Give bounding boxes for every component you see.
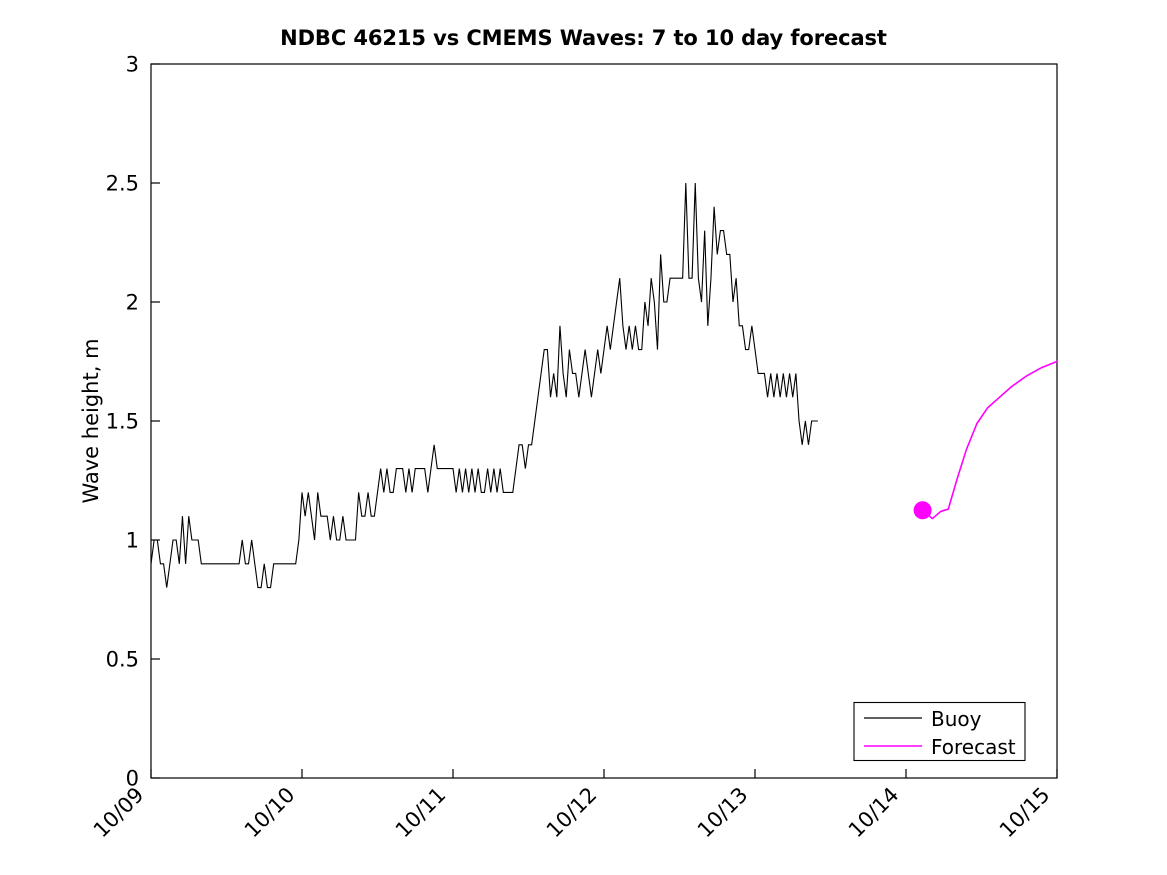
x-tick-label: 10/10	[240, 783, 300, 843]
y-tick-label: 1.5	[106, 410, 139, 434]
y-tick-label: 2.5	[106, 172, 139, 196]
y-tick-label: 0.5	[106, 648, 139, 672]
legend-label-buoy: Buoy	[931, 707, 982, 731]
y-tick-label: 1	[126, 529, 139, 553]
plot-frame	[150, 63, 1058, 779]
x-tick-label: 10/09	[89, 783, 149, 843]
x-tick-label: 10/15	[995, 783, 1055, 843]
y-axis-title: Wave height, m	[79, 338, 103, 503]
y-tick-label: 2	[126, 291, 139, 315]
chart-legend: Buoy Forecast	[853, 701, 1026, 762]
y-tick-label: 3	[126, 53, 139, 77]
data-series-layer	[150, 182, 1058, 589]
series-line-forecast	[921, 360, 1058, 520]
x-tick-label: 10/12	[542, 783, 602, 843]
legend-box	[853, 701, 1026, 762]
page-title: NDBC 46215 vs CMEMS Waves: 7 to 10 day f…	[280, 26, 887, 50]
series-line-buoy	[150, 182, 818, 589]
y-tick-label: 0	[126, 767, 139, 791]
y-axis-ticks: 0 0.5 1 1.5 2 2.5 3	[106, 53, 160, 791]
x-axis-ticks: 10/09 10/10 10/11 10/12 10/13 10/14 10/15	[89, 769, 1058, 843]
forecast-start-marker	[913, 501, 932, 520]
legend-label-forecast: Forecast	[931, 735, 1016, 759]
x-tick-label: 10/14	[844, 783, 904, 843]
x-tick-label: 10/13	[693, 783, 753, 843]
x-tick-label: 10/11	[391, 783, 451, 843]
